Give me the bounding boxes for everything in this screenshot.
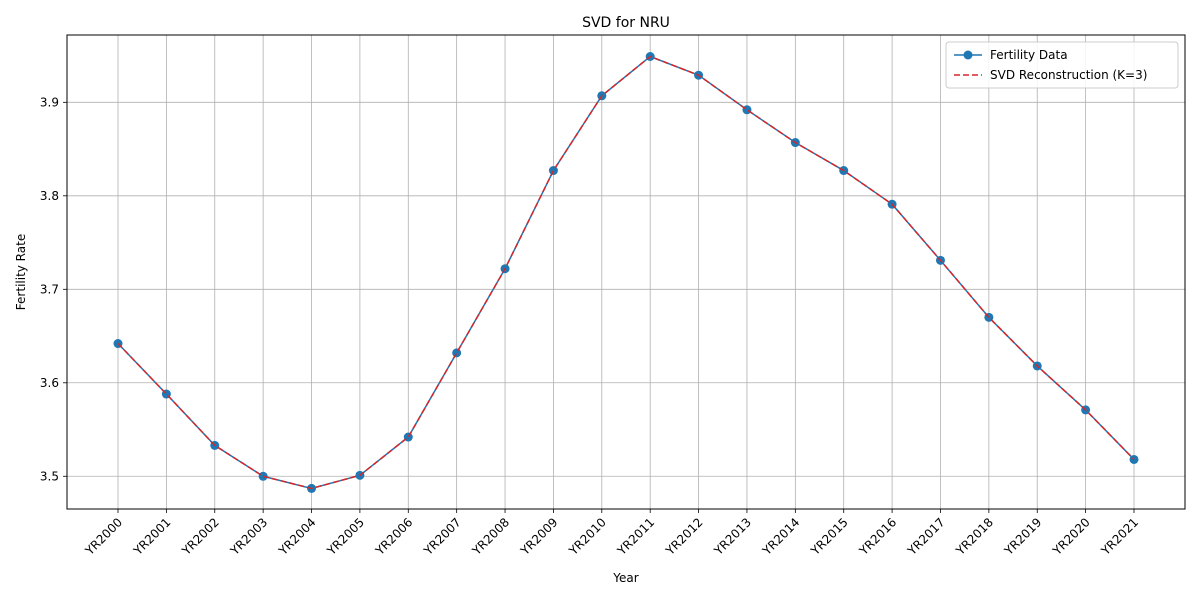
plot-frame — [66, 34, 1186, 510]
y-axis-label: Fertility Rate — [14, 234, 28, 310]
x-tick-label: YR2012 — [662, 515, 705, 558]
x-tick-label: YR2004 — [275, 515, 318, 558]
data-point — [258, 471, 268, 481]
y-tick-label: 3.6 — [40, 376, 59, 390]
x-tick-label: YR2002 — [179, 515, 222, 558]
y-tick-label: 3.7 — [40, 282, 59, 296]
x-tick-label: YR2009 — [517, 515, 560, 558]
x-tick-label: YR2019 — [1001, 515, 1044, 558]
x-tick-label: YR2014 — [759, 515, 802, 558]
x-tick-label: YR2011 — [614, 515, 657, 558]
x-axis: YR2000 YR2001 YR2002 YR2003 YR2004 YR2005 YR20… — [82, 509, 1141, 559]
legend: Fertility Data SVD Reconstruction (K=3) — [945, 41, 1179, 89]
data-point — [452, 348, 462, 358]
legend-label-svd-reconstruction: SVD Reconstruction (K=3) — [990, 68, 1147, 82]
legend-marker-fertility-data — [963, 50, 973, 60]
x-axis-label: Year — [612, 571, 638, 585]
x-tick-label: YR2001 — [130, 515, 173, 558]
grid — [67, 35, 1185, 509]
data-point — [548, 166, 558, 176]
y-axis: 3.5 3.6 3.7 3.8 3.9 — [40, 95, 67, 483]
x-tick-label: YR2007 — [420, 515, 463, 558]
x-tick-label: YR2005 — [324, 515, 367, 558]
series-line-fertility-data — [117, 55, 1135, 490]
x-tick-label: YR2006 — [372, 515, 415, 558]
x-tick-label: YR2000 — [82, 515, 125, 558]
y-tick-label: 3.5 — [40, 469, 59, 483]
series-line-svd-reconstruction — [117, 55, 1135, 490]
legend-label-fertility-data: Fertility Data — [990, 48, 1068, 62]
x-tick-label: YR2018 — [953, 515, 996, 558]
chart-title: SVD for NRU — [582, 15, 670, 31]
series-layer — [113, 52, 1139, 493]
legend-box — [945, 41, 1179, 89]
y-tick-label: 3.9 — [40, 95, 59, 109]
x-tick-label: YR2013 — [711, 515, 754, 558]
x-tick-label: YR2010 — [566, 515, 609, 558]
x-tick-label: YR2017 — [904, 515, 947, 558]
x-tick-label: YR2016 — [856, 515, 899, 558]
x-tick-label: YR2003 — [227, 515, 270, 558]
x-tick-label: YR2021 — [1098, 515, 1141, 558]
x-tick-label: YR2008 — [469, 515, 512, 558]
x-tick-label: YR2020 — [1049, 515, 1092, 558]
y-tick-label: 3.8 — [40, 189, 59, 203]
x-tick-label: YR2015 — [808, 515, 851, 558]
